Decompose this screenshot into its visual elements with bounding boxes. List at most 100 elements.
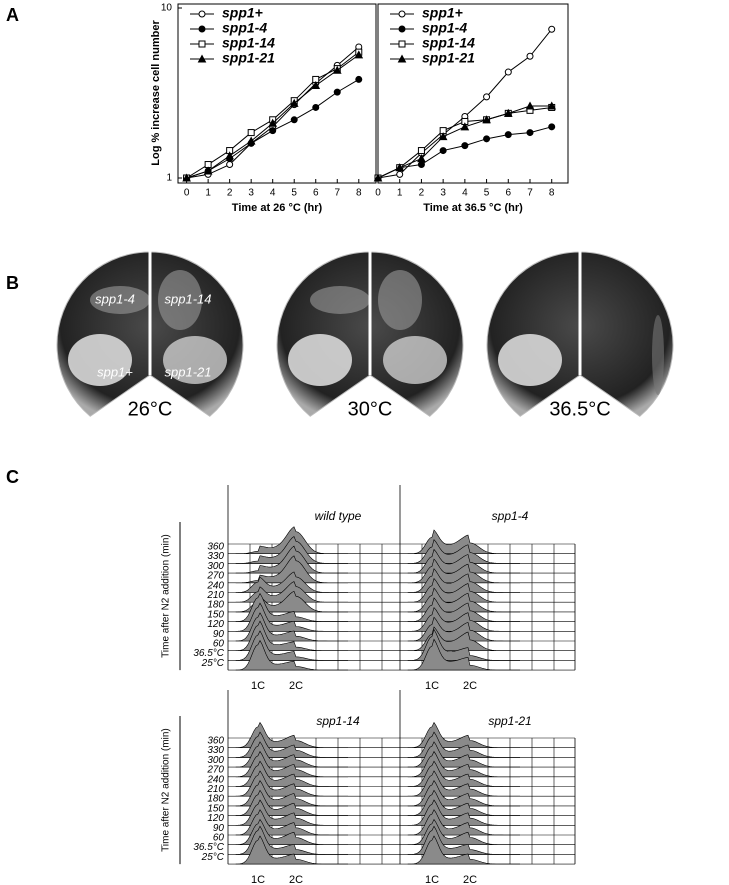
series-line (186, 46, 360, 179)
marker (483, 93, 491, 101)
colony-streak (310, 286, 370, 314)
colony-streak (652, 315, 664, 395)
y-axis-label: Time after N2 addition (min) (161, 728, 172, 852)
dna-label: 2C (289, 874, 303, 885)
y-tick-label: 10 (161, 3, 173, 14)
colony-streak (498, 334, 562, 386)
x-tick-label: 5 (484, 188, 490, 199)
legend-marker (197, 54, 207, 63)
row-label: 60 (213, 638, 225, 649)
row-label: 60 (213, 832, 225, 843)
legend-marker (397, 54, 407, 63)
row-label: 210 (206, 784, 224, 795)
marker (269, 127, 277, 135)
x-tick-label: 5 (291, 188, 297, 199)
colony-streak (68, 334, 132, 386)
plot-frame (177, 3, 377, 184)
dna-label: 1C (251, 874, 265, 885)
row-label: 270 (206, 571, 224, 582)
row-label: 240 (206, 774, 224, 785)
histogram (235, 835, 348, 865)
temperature-label: 26°C (128, 398, 173, 420)
x-tick-label: 6 (313, 188, 319, 199)
x-tick-label: 0 (184, 188, 190, 199)
row-label: 36.5°C (193, 842, 224, 853)
dna-label: 1C (425, 680, 439, 692)
x-tick-label: 4 (462, 188, 468, 199)
dna-label: 1C (251, 680, 265, 692)
strain-label: spp1-14 (165, 291, 212, 306)
marker (460, 122, 470, 131)
legend-marker (198, 40, 206, 48)
marker (246, 136, 256, 145)
y-tick-label: 1 (166, 173, 172, 184)
legend-label: spp1+ (222, 5, 263, 21)
marker (311, 80, 321, 90)
histogram (235, 555, 348, 584)
legend-label: spp1-14 (422, 35, 475, 51)
row-label: 90 (213, 629, 225, 640)
row-label: 270 (206, 765, 224, 776)
row-label: 120 (207, 813, 224, 824)
marker (289, 98, 299, 107)
legend-marker (198, 25, 206, 33)
row-label: 330 (207, 551, 224, 562)
strain-label: spp1-21 (165, 364, 212, 379)
strain-label: spp1-4 (492, 509, 529, 523)
x-axis-label: Time at 26 °C (hr) (232, 202, 323, 214)
marker (417, 154, 426, 163)
histogram (235, 639, 348, 671)
row-label: 90 (213, 823, 225, 834)
x-tick-label: 3 (248, 188, 254, 199)
marker (526, 129, 534, 137)
dna-label: 1C (425, 874, 439, 885)
row-label: 240 (206, 580, 224, 591)
colony-streak (163, 336, 227, 384)
strain-label: spp1-4 (95, 291, 135, 306)
strain-label: wild type (315, 509, 362, 523)
x-tick-label: 3 (440, 188, 446, 199)
marker (355, 75, 363, 83)
row-label: 150 (207, 803, 224, 814)
legend-marker (198, 10, 206, 18)
x-axis-label: Time at 36.5 °C (hr) (423, 202, 523, 214)
dna-label: 2C (463, 874, 477, 885)
legend-marker (398, 40, 406, 48)
legend-label: spp1-14 (222, 35, 275, 51)
row-label: 150 (207, 609, 224, 620)
row-label: 36.5°C (193, 648, 224, 659)
marker (182, 173, 191, 182)
histogram (235, 581, 348, 603)
marker (439, 147, 447, 155)
marker (548, 123, 556, 131)
histogram (407, 835, 520, 865)
row-label: 25°C (201, 852, 225, 863)
x-tick-label: 1 (397, 188, 403, 199)
marker (482, 115, 491, 124)
marker (395, 163, 405, 172)
panel-label: A (6, 5, 19, 25)
row-label: 180 (207, 600, 224, 611)
dna-label: 2C (289, 680, 303, 692)
row-label: 300 (207, 561, 224, 572)
marker (504, 68, 512, 76)
marker (417, 161, 425, 169)
marker (333, 88, 341, 96)
row-label: 360 (207, 735, 224, 746)
marker (225, 151, 234, 160)
histogram (407, 638, 520, 671)
row-label: 330 (207, 745, 224, 756)
marker (461, 142, 469, 150)
y-axis-label: Log % increase cell number (150, 20, 162, 166)
marker (503, 108, 513, 117)
x-tick-label: 0 (375, 188, 381, 199)
dna-label: 2C (463, 680, 477, 692)
panel-label: B (6, 273, 19, 293)
panel-label: C (6, 467, 19, 487)
marker (312, 103, 320, 111)
marker (525, 101, 535, 110)
marker (417, 147, 425, 155)
marker (354, 50, 364, 59)
x-tick-label: 1 (205, 188, 211, 199)
